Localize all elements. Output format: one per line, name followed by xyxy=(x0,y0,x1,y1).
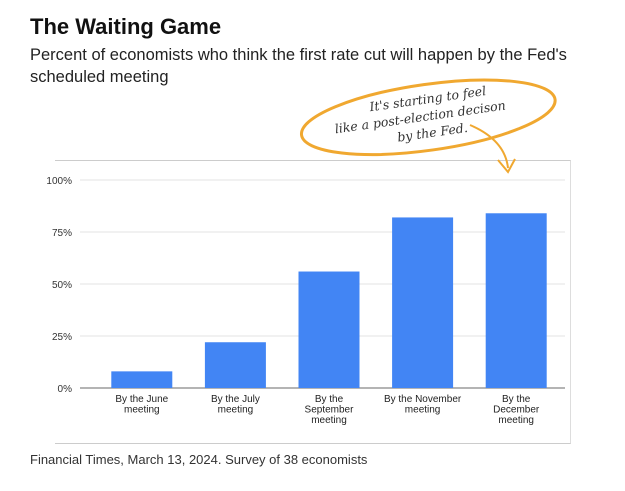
bar xyxy=(485,213,547,388)
chart-title: The Waiting Game xyxy=(30,14,222,39)
chart-frame xyxy=(55,160,571,444)
bar xyxy=(111,371,173,388)
annotation-callout: It's starting to feellike a post-electio… xyxy=(299,78,557,156)
arrowhead-icon xyxy=(497,158,516,174)
bar xyxy=(298,271,360,388)
source-note: Financial Times, March 13, 2024. Survey … xyxy=(30,452,368,467)
x-tick-label: By the June meeting xyxy=(115,394,168,416)
annotation-ellipse xyxy=(299,78,557,156)
y-tick-label: 75% xyxy=(52,228,72,239)
x-tick-label: By the July meeting xyxy=(211,394,260,416)
y-tick-label: 100% xyxy=(46,176,72,187)
annotation-text: It's starting to feellike a post-electio… xyxy=(331,81,508,154)
y-tick-label: 50% xyxy=(52,280,72,291)
y-tick-label: 25% xyxy=(52,332,72,343)
x-tick-label: By the November meeting xyxy=(384,394,462,416)
x-tick-label: By the September meeting xyxy=(305,394,355,426)
y-tick-label: 0% xyxy=(58,384,73,395)
chart-subtitle: Percent of economists who think the firs… xyxy=(30,46,567,86)
bar xyxy=(204,342,266,388)
x-tick-label: By the December meeting xyxy=(493,394,540,426)
bar xyxy=(392,217,454,388)
annotation-arrow xyxy=(469,124,509,169)
